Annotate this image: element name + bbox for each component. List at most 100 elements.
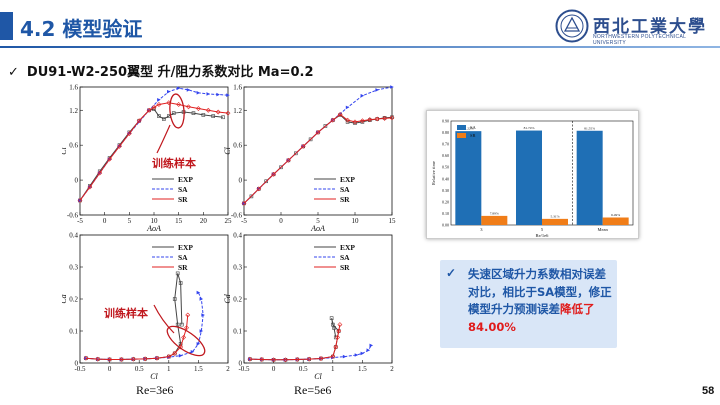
x-tick-label: -0.5 [74,365,86,373]
data-point-sr [294,357,300,362]
data-point-exp [308,137,313,142]
check-icon: ✓ [8,65,19,80]
bar-category-label: 5 [541,227,544,232]
data-point-sr [119,357,124,362]
plots-area: -5 0 5 10 15 20 25-0.600.61.21.6AoAClEXPSASR-5… [62,84,396,382]
data-point-exp [180,322,184,327]
data-point-sr [107,357,113,362]
data-point-exp [175,322,180,327]
check-icon: ✓ [446,266,457,280]
y-tick-label: 0 [75,177,79,185]
data-point-sr [241,200,247,206]
data-point-sa [178,353,183,358]
bar-value-label: 81.74% [524,126,535,130]
y-tick-label: 0.3 [69,264,78,272]
bar-legend-label: SA [470,125,477,130]
x-tick-label: 15 [175,217,183,225]
highlight-ellipse-2 [166,325,206,357]
bar-y-tick: 0.60 [442,153,449,158]
data-point-sr [389,115,395,121]
y-tick-label: 0 [239,360,243,368]
series-line-sr [243,113,393,204]
y-tick-label: 0.4 [233,232,242,240]
data-point-exp [211,114,215,118]
data-point-sa [345,105,350,110]
data-point-exp [162,117,166,121]
data-point-sr [146,107,152,113]
legend-label-sr: SR [340,195,350,204]
data-point-sr [247,356,253,362]
highlight-ellipse-1 [169,93,185,129]
data-point-sr [107,156,113,162]
data-point-sa [199,297,204,301]
legend-label-sr: SR [340,263,350,272]
y-tick-label: 0.1 [233,328,242,336]
data-point-sr [130,356,136,362]
y-tick-label: -0.6 [67,212,79,220]
bar-legend-label: SR [470,133,476,138]
data-point-sr [205,107,211,113]
bar-sr [542,218,568,225]
legend-label-sa: SA [178,185,188,194]
x-tick-label: 1.5 [194,365,203,373]
title-accent [0,12,13,40]
annotation-arrow-1 [156,124,171,154]
page-number: 58 [702,385,715,397]
data-point-sr [330,354,336,360]
legend-label-exp: EXP [178,243,193,252]
data-point-exp [329,316,334,320]
x-tick-label: 25 [225,217,233,225]
bar-legend-swatch [457,125,466,130]
data-point-exp [172,351,177,356]
x-tick-label: 20 [200,217,208,225]
y-tick-label: 0 [75,360,79,368]
data-point-sa [167,89,171,94]
legend-label-exp: EXP [340,175,355,184]
bar-value-label: 7.89% [490,211,499,215]
bar-y-tick: 0.90 [442,119,449,124]
data-point-sr [225,110,231,116]
data-point-sr [151,104,157,110]
data-point-exp [221,115,225,120]
plot-frame [243,86,393,216]
y-axis-label: Cd [62,293,68,303]
data-point-sa [186,88,191,92]
bar-sa [455,131,482,225]
data-point-exp [294,151,298,156]
data-point-sr [374,116,380,122]
x-tick-label: 5 [316,217,320,225]
x-tick-label: 2 [390,365,394,373]
data-point-exp [172,297,177,301]
x-axis-label: AoA [146,224,161,233]
y-tick-label: 0.2 [69,296,78,304]
y-axis-label: Cd [223,293,232,303]
data-point-sa [201,313,205,317]
data-point-exp [191,111,196,115]
data-point-sr [336,328,342,334]
y-tick-label: 0.2 [233,296,242,304]
conclusion-highlight: 降低了84.00% [468,302,595,334]
data-point-sr [172,350,178,356]
plot-frame [79,234,229,364]
data-point-exp [178,281,183,285]
data-point-sr [156,102,162,107]
annotation-arrow-2 [153,304,175,334]
data-point-sa [196,290,201,295]
data-point-sr [359,118,365,124]
bar-y-tick: 0.80 [442,130,449,135]
bar-y-tick: 0.20 [442,199,449,204]
bar-sa [516,130,542,225]
data-point-sr [136,118,142,124]
x-tick-label: 0 [279,217,283,225]
y-tick-label: 1.2 [233,107,242,115]
training-sample-label-1: 训练样本 [152,157,196,170]
y-tick-label: 1.6 [69,84,78,92]
x-axis-label: Cl [150,372,158,381]
data-point-sr [184,325,189,331]
x-tick-label: -5 [241,217,247,225]
seal-icon [555,9,589,43]
data-point-sr [318,356,324,361]
bar-sr [481,215,508,225]
data-point-sr [345,117,351,123]
data-point-sa [206,92,211,96]
